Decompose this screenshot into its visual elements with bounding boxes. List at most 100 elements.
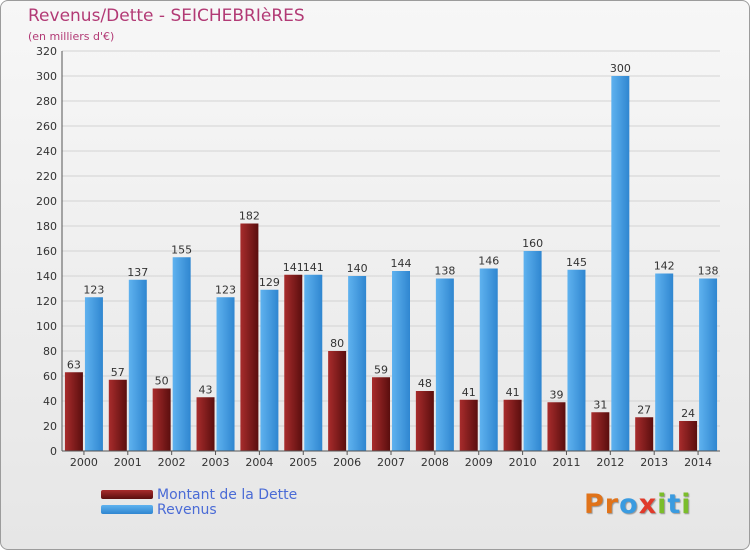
bar-dette [635,417,654,451]
data-label: 41 [506,386,520,399]
bar-revenus [172,257,191,451]
bar-revenus [611,76,630,451]
x-tick-label: 2010 [509,456,537,469]
y-tick-label: 0 [50,445,57,458]
data-label: 123 [83,283,104,296]
x-tick-label: 2003 [202,456,230,469]
x-tick-label: 2004 [245,456,273,469]
logo-letter: r [604,489,620,520]
x-tick-label: 2005 [289,456,317,469]
y-tick-label: 40 [43,395,57,408]
data-label: 138 [434,265,455,278]
data-label: 27 [637,403,651,416]
legend-swatch-dette [101,490,153,499]
logo-letter: t [667,489,682,520]
bar-revenus [567,269,586,451]
bar-revenus [392,271,410,451]
data-label: 182 [239,210,260,223]
data-label: 140 [347,262,368,275]
y-tick-label: 120 [36,295,57,308]
y-tick-label: 100 [36,320,57,333]
bar-revenus [128,279,147,451]
bar-dette [196,397,215,451]
grid-lines [62,50,720,452]
y-tick-label: 180 [36,220,57,233]
legend-swatch-revenus [101,505,153,514]
data-label: 80 [330,337,344,350]
y-tick-label: 320 [36,45,57,58]
bar-dette [240,223,259,451]
bar-revenus [348,276,367,451]
bar-dette [591,412,610,451]
x-tick-label: 2009 [465,456,493,469]
y-tick-label: 160 [36,245,57,258]
y-tick-label: 260 [36,120,57,133]
data-label: 31 [593,398,607,411]
bar-revenus [523,251,542,451]
x-tick-label: 2013 [640,456,668,469]
bar-revenus [84,297,103,451]
bar-dette [503,399,522,451]
bar-dette [459,399,478,451]
y-tick-label: 300 [36,70,57,83]
data-label: 129 [259,276,280,289]
legend-label-dette: Montant de la Dette [157,487,298,503]
data-label: 48 [418,377,432,390]
x-tick-label: 2000 [70,456,98,469]
y-axis-ticks: 0 20 40 60 80 100 120 140 160 180 200 220 240 260 280 3… [36,45,57,458]
y-tick-label: 140 [36,270,57,283]
x-tick-label: 2002 [158,456,186,469]
data-label: 300 [610,62,631,75]
bar-revenus [304,274,323,451]
bar-dette [328,351,347,451]
bar-revenus [260,289,279,451]
bar-revenus [216,297,235,451]
bar-dette [64,372,83,451]
data-label: 138 [698,265,719,278]
data-label: 141 [303,261,324,274]
data-label: 57 [111,366,125,379]
logo-letter: o [619,489,639,520]
data-label: 137 [127,266,148,279]
y-tick-label: 20 [43,420,57,433]
chart-subtitle: (en milliers d'€) [28,30,115,43]
bar-dette [679,421,698,451]
x-tick-label: 2006 [333,456,361,469]
data-label: 41 [462,386,476,399]
data-label: 141 [283,261,304,274]
y-tick-label: 240 [36,145,57,158]
data-label: 50 [155,375,169,388]
bar-dette [372,377,390,451]
data-label: 155 [171,243,192,256]
x-axis-ticks: 2000 2001 2002 2003 2004 2005 2006 2007 2008 2009… [70,451,712,469]
logo-letter: i [681,489,692,520]
data-label: 63 [67,358,81,371]
data-label: 43 [199,383,213,396]
proxiti-logo: Proxiti [584,489,692,520]
y-tick-label: 200 [36,195,57,208]
data-label: 145 [566,256,587,269]
x-tick-label: 2011 [552,456,580,469]
data-label: 24 [681,407,695,420]
x-tick-label: 2014 [684,456,712,469]
bar-dette [284,274,303,451]
axes [61,51,720,452]
y-tick-label: 60 [43,370,57,383]
data-label: 123 [215,283,236,296]
x-tick-label: 2012 [596,456,624,469]
data-label: 142 [654,260,675,273]
x-tick-label: 2001 [114,456,142,469]
data-label: 144 [391,257,412,270]
bar-revenus [699,278,718,451]
bar-dette [108,379,127,451]
logo-letter: P [584,489,605,520]
bar-dette [152,388,171,451]
chart-title: Revenus/Dette - SEICHEBRIèRES [28,6,305,26]
bar-dette [415,391,434,451]
data-label: 39 [549,388,563,401]
y-tick-label: 80 [43,345,57,358]
logo-letter: x [638,489,658,520]
data-label: 59 [374,363,388,376]
legend-label-revenus: Revenus [157,502,217,518]
